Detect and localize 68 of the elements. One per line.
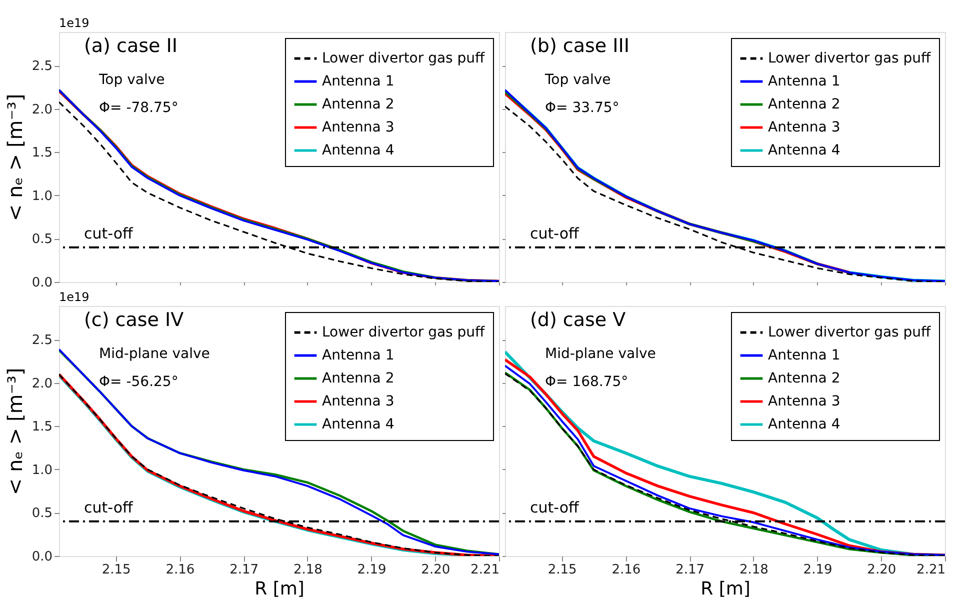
legend-label: Antenna 3 [768, 394, 840, 410]
x-tick-label: 2.16 [166, 562, 195, 578]
y-tick-label: 1.0 [32, 188, 52, 204]
annotation: Mid-plane valve [545, 346, 656, 362]
ref-line-label: cut-off [530, 498, 580, 516]
y-tick-label: 2.5 [32, 333, 52, 348]
ref-line-label: cut-off [84, 224, 134, 242]
y-tick-label: 1.0 [32, 462, 52, 478]
legend-label: Antenna 2 [768, 370, 840, 386]
legend-label: Lower divertor gas puff [322, 50, 486, 66]
x-tick-label: 2.15 [102, 562, 131, 578]
annotation: Top valve [544, 72, 611, 88]
ref-line-label: cut-off [530, 224, 580, 242]
x-tick-label: 2.19 [803, 562, 832, 578]
x-tick-label: 2.20 [421, 562, 450, 578]
x-axis-title: R [m] [700, 578, 750, 600]
annotation: Φ= -56.25° [99, 374, 178, 390]
legend-label: Antenna 4 [322, 142, 394, 158]
legend-label: Antenna 3 [768, 120, 840, 136]
y-tick-label: 2.0 [32, 102, 52, 118]
legend-label: Antenna 1 [768, 74, 840, 90]
x-axis-title: R [m] [254, 578, 304, 600]
legend-label: Antenna 3 [322, 394, 394, 410]
x-tick-label: 2.17 [230, 562, 259, 578]
chart-title: (d) case V [530, 309, 626, 331]
legend-label: Lower divertor gas puff [768, 324, 932, 340]
y-axis-title: < nₑ > [m⁻³] [2, 94, 27, 222]
legend-label: Antenna 4 [768, 416, 840, 432]
x-tick-label: 2.15 [548, 562, 577, 578]
y-tick-label: 0.5 [32, 506, 52, 522]
y-tick-label: 0.0 [32, 276, 52, 290]
y-tick-label: 0.5 [32, 232, 52, 248]
y-tick-label: 1.5 [32, 146, 52, 161]
annotation: Mid-plane valve [99, 346, 210, 362]
chart-title: (b) case III [530, 35, 630, 57]
legend-label: Antenna 1 [768, 348, 840, 364]
legend-label: Lower divertor gas puff [768, 50, 932, 66]
chart-title: (a) case II [84, 35, 178, 57]
legend-label: Lower divertor gas puff [322, 324, 486, 340]
y-tick-label: 0.0 [32, 550, 52, 564]
legend-label: Antenna 4 [322, 416, 394, 432]
legend-label: Antenna 2 [322, 96, 394, 112]
legend-label: Antenna 1 [322, 348, 394, 364]
x-tick-label: 2.19 [357, 562, 386, 578]
legend-label: Antenna 3 [322, 120, 394, 136]
legend-label: Antenna 2 [322, 370, 394, 386]
legend-label: Antenna 4 [768, 142, 840, 158]
annotation: Top valve [98, 72, 165, 88]
x-tick-label: 2.21 [470, 562, 500, 578]
x-tick-label: 2.18 [739, 562, 768, 578]
y-axis-title: < nₑ > [m⁻³] [2, 368, 27, 496]
x-tick-label: 2.21 [916, 562, 946, 578]
x-tick-label: 2.18 [293, 562, 322, 578]
x-tick-label: 2.20 [867, 562, 896, 578]
y-tick-label: 2.0 [32, 376, 52, 392]
text: 1e19 [59, 16, 90, 30]
y-tick-label: 2.5 [32, 59, 52, 74]
annotation: Φ= -78.75° [99, 100, 178, 116]
legend-label: Antenna 1 [322, 74, 394, 90]
annotation: Φ= 168.75° [545, 374, 628, 390]
legend-label: Antenna 2 [768, 96, 840, 112]
ref-line-label: cut-off [84, 498, 134, 516]
y-tick-label: 1.5 [32, 420, 52, 435]
text: 1e19 [59, 290, 90, 304]
x-tick-label: 2.16 [612, 562, 641, 578]
chart-title: (c) case IV [84, 309, 184, 331]
annotation: Φ= 33.75° [545, 100, 620, 116]
x-tick-label: 2.17 [676, 562, 705, 578]
